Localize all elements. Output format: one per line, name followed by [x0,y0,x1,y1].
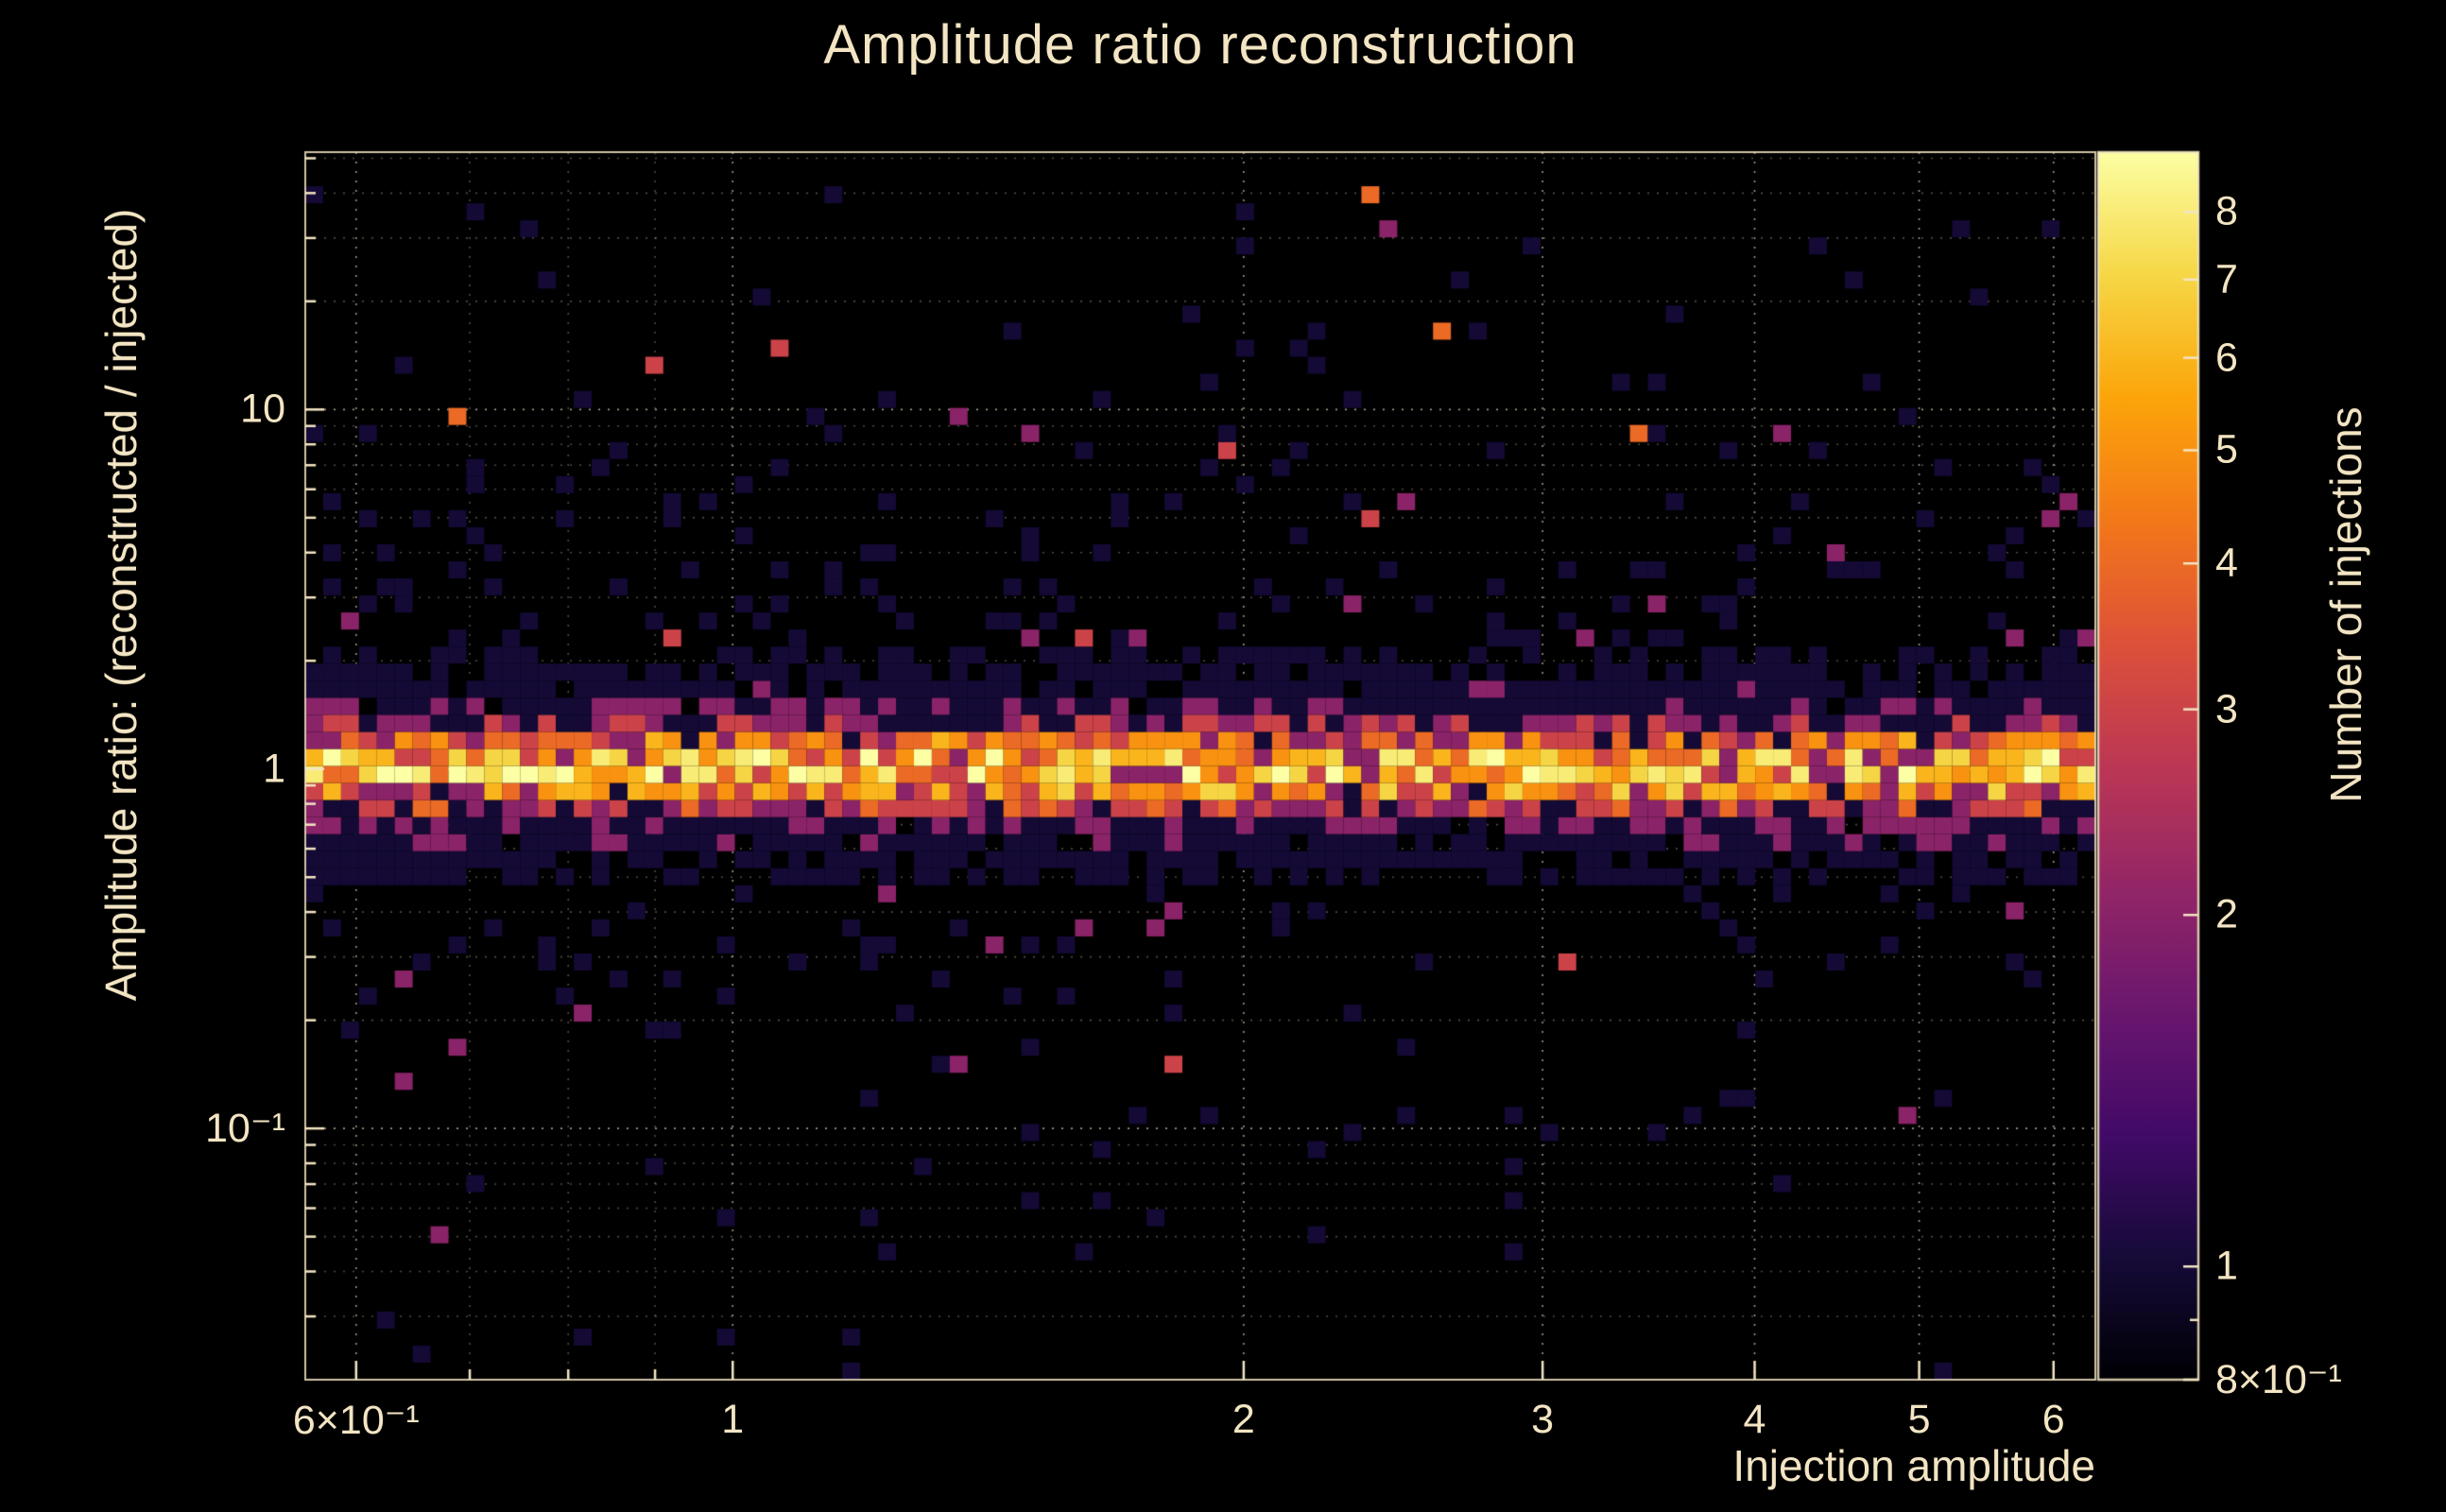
x-tick-label: 4 [1743,1397,1766,1442]
y-tick-label: 10⁻¹ [205,1106,285,1152]
colorbar-tick-label: 2 [2215,891,2238,937]
y-axis-title: Amplitude ratio: (reconstructed / inject… [96,208,146,1002]
x-tick-label: 3 [1531,1397,1555,1442]
chart-title: Amplitude ratio reconstruction [823,14,1577,76]
x-tick-label: 1 [721,1397,745,1442]
x-tick-label: 5 [1907,1397,1931,1442]
colorbar-title: Number of injections [2321,406,2370,803]
x-tick-label: 2 [1232,1397,1255,1442]
x-tick-label: 6×10⁻¹ [292,1398,420,1443]
colorbar-tick-label: 4 [2215,540,2238,586]
y-tick-label: 10 [240,386,285,432]
colorbar-tick-label: 8×10⁻¹ [2215,1357,2342,1402]
colorbar-tick-label: 8 [2215,188,2238,234]
x-axis-title: Injection amplitude [1732,1441,2095,1490]
colorbar-tick-label: 3 [2215,686,2238,732]
colorbar-tick-label: 5 [2215,426,2238,472]
colorbar-tick-label: 6 [2215,335,2238,381]
y-tick-label: 1 [263,746,285,792]
x-tick-label: 6 [2041,1397,2065,1442]
colorbar-tick-label: 7 [2215,256,2238,302]
colorbar-tick-label: 1 [2215,1243,2238,1289]
